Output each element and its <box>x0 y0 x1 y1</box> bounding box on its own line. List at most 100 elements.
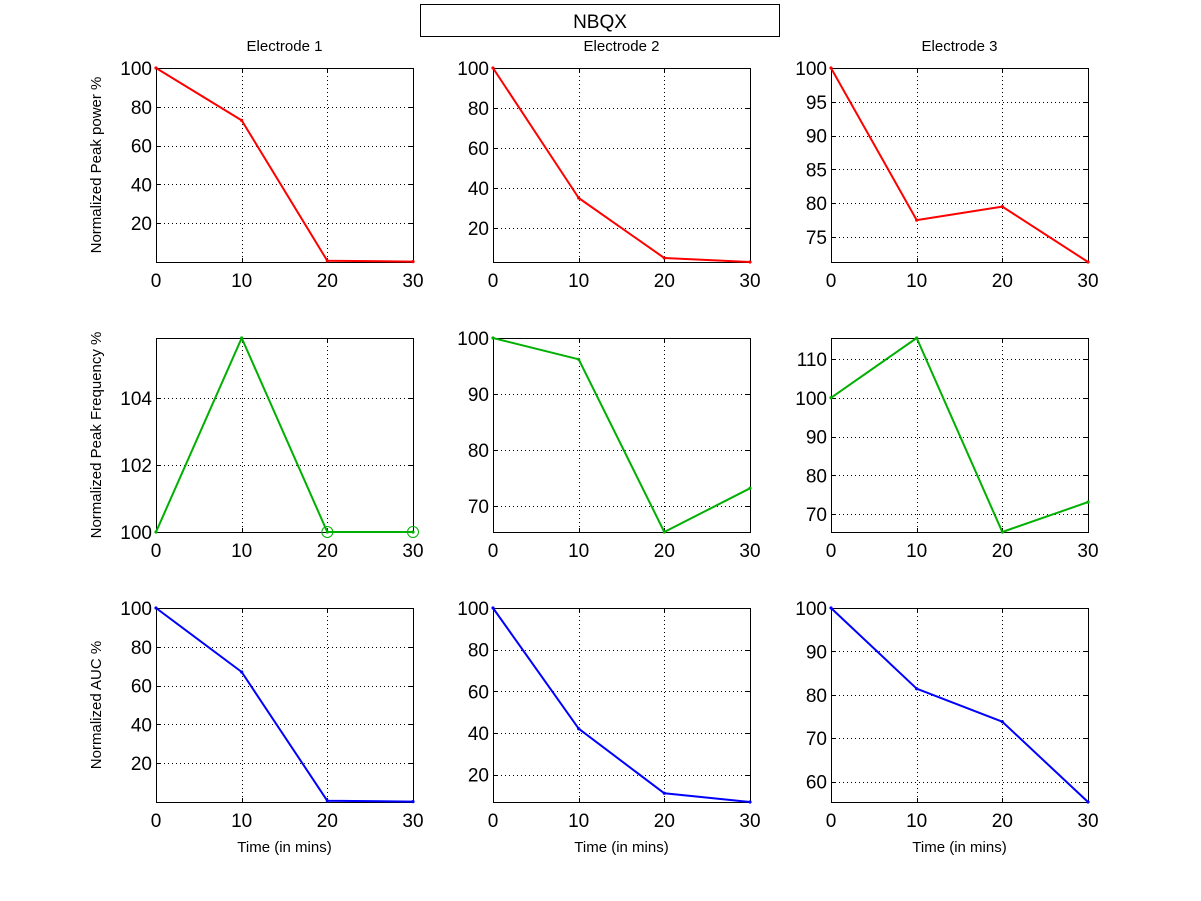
x-tick-label: 20 <box>992 541 1013 562</box>
y-tick-label: 80 <box>806 194 827 215</box>
y-tick-label: 100 <box>795 389 827 410</box>
x-tick-label: 20 <box>654 811 675 832</box>
data-point <box>1086 260 1090 264</box>
data-point <box>829 66 833 70</box>
data-point <box>748 260 752 264</box>
subplot-3: 0 10 20 30 75 80 85 90 95 100 Electrode 3 <box>795 38 1098 292</box>
data-point <box>325 799 329 803</box>
y-tick-label: 100 <box>795 599 827 620</box>
x-tick-label: 30 <box>402 271 423 292</box>
circle-marker <box>321 526 334 538</box>
y-tick-label: 20 <box>468 219 489 240</box>
y-tick-label: 90 <box>806 127 827 148</box>
data-line <box>492 607 751 803</box>
data-point <box>662 256 666 260</box>
data-point <box>829 396 833 400</box>
x-tick-label: 30 <box>402 811 423 832</box>
y-tick-label: 80 <box>131 638 152 659</box>
figure-title: NBQX <box>420 4 780 37</box>
x-tick-label: 10 <box>568 541 589 562</box>
y-tick-label: 70 <box>806 505 827 526</box>
data-point <box>325 530 329 534</box>
x-tick-label: 10 <box>906 271 927 292</box>
x-tick-label: 0 <box>151 271 162 292</box>
data-line <box>155 337 413 533</box>
subplot-4: 0 10 20 30 100 102 104 Normalized Peak Frequenc… <box>88 332 424 562</box>
x-axis-label: Time (in mins) <box>912 839 1006 856</box>
y-tick-label: 20 <box>131 214 152 235</box>
y-tick-label: 100 <box>457 59 489 80</box>
y-tick-label: 40 <box>131 175 152 196</box>
data-point <box>154 66 158 70</box>
data-line <box>492 337 751 533</box>
data-point <box>1000 530 1004 534</box>
data-line <box>492 67 751 263</box>
y-tick-label: 80 <box>806 466 827 487</box>
y-tick-label: 80 <box>468 641 489 662</box>
x-tick-label: 30 <box>402 541 423 562</box>
y-tick-label: 75 <box>806 228 827 249</box>
x-tick-label: 20 <box>654 271 675 292</box>
data-point <box>662 791 666 795</box>
subplot-8: 0 10 20 30 20 40 60 80 100 Time (in mins) <box>457 599 760 856</box>
y-tick-label: 60 <box>806 773 827 794</box>
data-point <box>748 486 752 490</box>
data-point <box>577 196 581 200</box>
data-point <box>491 336 495 340</box>
x-tick-label: 20 <box>317 811 338 832</box>
x-tick-label: 30 <box>1077 271 1098 292</box>
y-tick-label: 104 <box>120 389 152 410</box>
data-point <box>240 336 244 340</box>
figure-title-text: NBQX <box>573 12 627 33</box>
subplot-2: 0 10 20 30 20 40 60 80 100 Electrode 2 <box>457 38 760 292</box>
x-tick-label: 30 <box>739 271 760 292</box>
x-tick-label: 0 <box>488 541 499 562</box>
x-axis-label: Time (in mins) <box>237 839 331 856</box>
data-point <box>915 336 919 340</box>
subplot-5: 0 10 20 30 70 80 90 100 <box>457 329 760 562</box>
x-tick-label: 0 <box>826 271 837 292</box>
circle-marker <box>407 526 419 538</box>
y-tick-label: 40 <box>468 724 489 745</box>
y-tick-label: 110 <box>797 350 827 371</box>
x-tick-label: 10 <box>231 541 252 562</box>
x-tick-label: 0 <box>826 541 837 562</box>
y-tick-label: 70 <box>806 729 827 750</box>
x-tick-label: 10 <box>906 541 927 562</box>
y-tick-label: 90 <box>806 428 827 449</box>
x-tick-label: 30 <box>1077 541 1098 562</box>
data-line <box>155 67 414 263</box>
x-tick-label: 30 <box>739 811 760 832</box>
data-point <box>915 687 919 691</box>
data-point <box>240 670 244 674</box>
x-tick-label: 10 <box>568 811 589 832</box>
x-tick-label: 10 <box>906 811 927 832</box>
subplot-title: Electrode 3 <box>922 38 998 55</box>
y-tick-label: 90 <box>806 642 827 663</box>
data-point <box>829 606 833 610</box>
data-point <box>411 530 415 534</box>
x-tick-label: 0 <box>151 541 162 562</box>
y-tick-label: 100 <box>795 59 827 80</box>
data-point <box>748 800 752 804</box>
x-axis-label: Time (in mins) <box>574 839 668 856</box>
data-point <box>491 66 495 70</box>
y-tick-label: 85 <box>806 160 827 181</box>
plot-area <box>831 68 1089 263</box>
data-line <box>830 67 1089 263</box>
x-tick-label: 0 <box>826 811 837 832</box>
subplot-6: 0 10 20 30 70 80 90 100 110 <box>795 336 1099 562</box>
data-line <box>830 607 1089 803</box>
x-tick-label: 0 <box>488 271 499 292</box>
y-tick-label: 60 <box>468 682 489 703</box>
data-point <box>491 606 495 610</box>
y-tick-label: 60 <box>468 139 489 160</box>
y-axis-label: Normalized Peak Frequency % <box>88 332 105 539</box>
data-point <box>325 259 329 263</box>
x-tick-label: 20 <box>317 271 338 292</box>
x-tick-label: 0 <box>151 811 162 832</box>
y-tick-label: 80 <box>468 441 489 462</box>
subplot-9: 0 10 20 30 60 70 80 90 100 Time (in mins) <box>795 599 1098 856</box>
data-point <box>154 530 158 534</box>
